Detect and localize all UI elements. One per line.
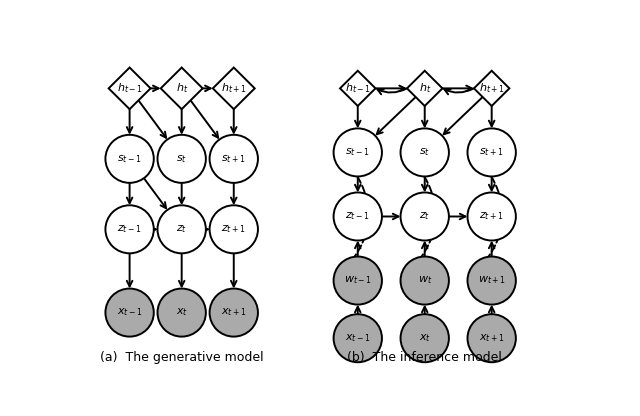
Ellipse shape	[467, 193, 516, 240]
Text: $h_{t-1}$: $h_{t-1}$	[116, 82, 143, 95]
Text: $h_{t}$: $h_{t}$	[175, 82, 188, 95]
Text: $z_{t}$: $z_{t}$	[176, 223, 188, 235]
Text: $s_{t-1}$: $s_{t-1}$	[117, 153, 142, 165]
Polygon shape	[407, 71, 442, 106]
Ellipse shape	[401, 314, 449, 362]
Ellipse shape	[467, 314, 516, 362]
Ellipse shape	[401, 257, 449, 305]
Text: $w_{t-1}$: $w_{t-1}$	[344, 275, 372, 287]
Ellipse shape	[106, 135, 154, 183]
Ellipse shape	[467, 129, 516, 176]
Text: $s_{t-1}$: $s_{t-1}$	[346, 146, 370, 158]
Ellipse shape	[467, 257, 516, 305]
Text: $z_{t+1}$: $z_{t+1}$	[479, 210, 504, 223]
Text: $z_{t-1}$: $z_{t-1}$	[346, 210, 370, 223]
Text: $x_{t-1}$: $x_{t-1}$	[345, 332, 371, 344]
Text: $x_{t}$: $x_{t}$	[419, 332, 431, 344]
Ellipse shape	[209, 205, 258, 253]
Text: $z_{t}$: $z_{t}$	[419, 210, 430, 223]
Text: $h_{t+1}$: $h_{t+1}$	[479, 82, 504, 95]
Text: $s_{t+1}$: $s_{t+1}$	[479, 146, 504, 158]
Text: $h_{t}$: $h_{t}$	[419, 82, 431, 95]
Text: $x_{t}$: $x_{t}$	[175, 307, 188, 319]
Text: $h_{t+1}$: $h_{t+1}$	[221, 82, 246, 95]
Polygon shape	[109, 67, 150, 109]
Polygon shape	[161, 67, 203, 109]
Text: (b)  The inference model: (b) The inference model	[348, 351, 502, 364]
Text: $z_{t+1}$: $z_{t+1}$	[221, 223, 246, 235]
Text: $w_{t}$: $w_{t}$	[417, 275, 432, 287]
Text: $s_{t}$: $s_{t}$	[419, 146, 430, 158]
Ellipse shape	[157, 135, 206, 183]
Text: $x_{t-1}$: $x_{t-1}$	[116, 307, 143, 319]
Ellipse shape	[401, 129, 449, 176]
Ellipse shape	[333, 193, 382, 240]
Text: $z_{t-1}$: $z_{t-1}$	[117, 223, 142, 235]
Text: (a)  The generative model: (a) The generative model	[100, 351, 264, 364]
Ellipse shape	[209, 289, 258, 337]
Ellipse shape	[209, 135, 258, 183]
Ellipse shape	[106, 289, 154, 337]
Ellipse shape	[157, 289, 206, 337]
Polygon shape	[340, 71, 376, 106]
Text: $x_{t+1}$: $x_{t+1}$	[221, 307, 246, 319]
Ellipse shape	[333, 257, 382, 305]
Ellipse shape	[157, 205, 206, 253]
Ellipse shape	[333, 314, 382, 362]
Ellipse shape	[401, 193, 449, 240]
Text: $h_{t-1}$: $h_{t-1}$	[345, 82, 371, 95]
Text: $w_{t+1}$: $w_{t+1}$	[477, 275, 506, 287]
Polygon shape	[474, 71, 509, 106]
Ellipse shape	[333, 129, 382, 176]
Text: $x_{t+1}$: $x_{t+1}$	[479, 332, 504, 344]
Ellipse shape	[106, 205, 154, 253]
Polygon shape	[213, 67, 255, 109]
Text: $s_{t+1}$: $s_{t+1}$	[221, 153, 246, 165]
Text: $s_{t}$: $s_{t}$	[176, 153, 188, 165]
